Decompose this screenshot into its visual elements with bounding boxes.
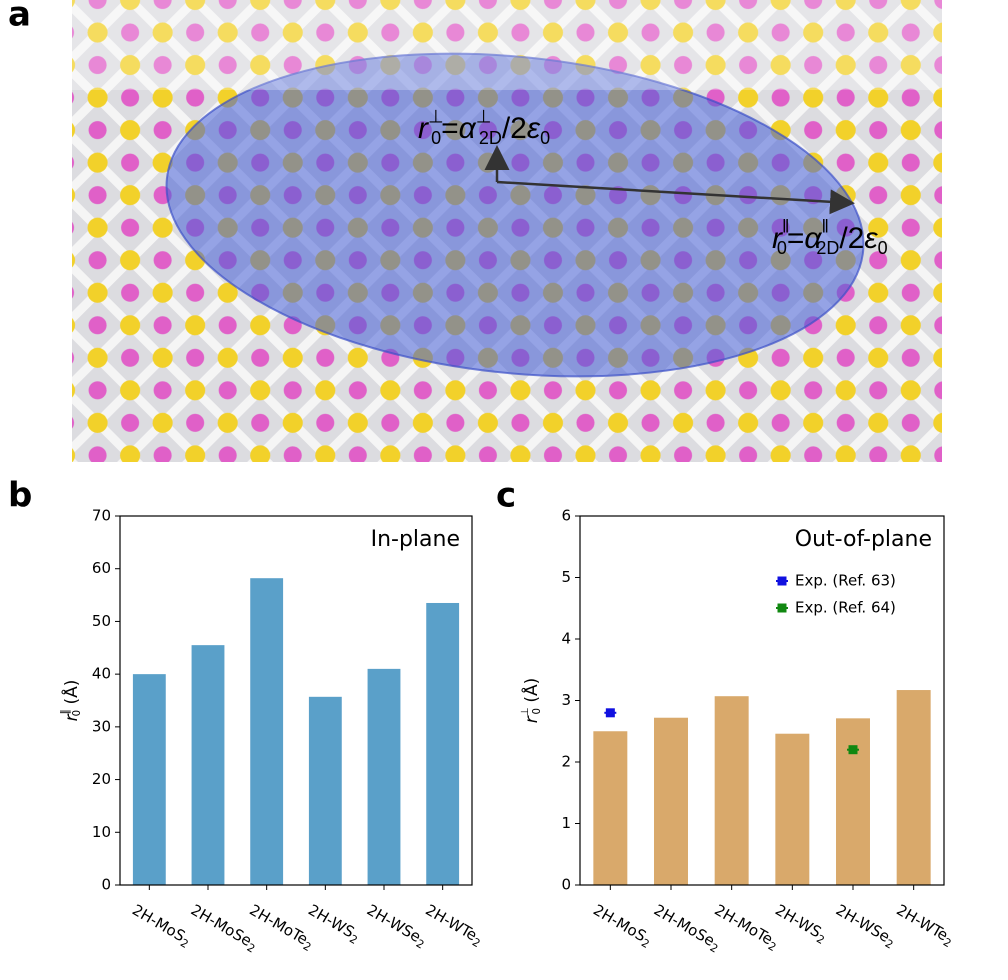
text-part: (Å): [60, 680, 82, 710]
y-tick-label: 5: [561, 568, 571, 586]
y-tick-label: 30: [92, 717, 111, 735]
annotation: Out-of-plane: [795, 527, 932, 552]
y-tick-label: 70: [92, 507, 111, 525]
x-tick-label: 2H-MoSe2: [650, 901, 724, 956]
text-part: 0: [540, 128, 550, 148]
subscript: 2: [347, 932, 360, 947]
subscript: 2: [178, 936, 191, 951]
text-part: 0: [878, 238, 888, 258]
bar: [426, 603, 459, 885]
text-part: /2: [839, 222, 864, 255]
x-tick-label: 2H-WTe2: [421, 901, 486, 950]
y-tick-label: 10: [92, 823, 111, 841]
bar: [250, 578, 283, 885]
subscript: 2: [708, 941, 721, 956]
x-tick-label: 2H-WS2: [304, 901, 364, 947]
y-tick-label: 3: [561, 691, 571, 709]
subscript: 2: [470, 935, 483, 950]
y-axis-label: r‖0 (Å): [60, 680, 83, 722]
text-part: 2D: [816, 238, 839, 258]
legend-marker: [778, 577, 787, 586]
y-tick-label: 4: [561, 630, 571, 648]
bar: [654, 718, 688, 885]
subscript: 2: [814, 932, 827, 947]
formula-perp: r⊥0=α⊥2D/2ε0: [418, 106, 550, 148]
bar: [593, 731, 627, 885]
text-part: α: [459, 112, 477, 145]
bar: [897, 690, 931, 885]
annotation: In-plane: [371, 527, 460, 552]
subscript: 2: [245, 941, 258, 956]
text-part: /2: [502, 112, 527, 145]
y-tick-label: 40: [92, 665, 111, 683]
panel-label: c: [496, 476, 516, 516]
y-tick-label: 2: [561, 753, 571, 771]
bar: [192, 645, 225, 885]
bar: [309, 697, 342, 885]
text-part: 0: [777, 238, 787, 258]
x-tick-label: 2H-WSe2: [832, 901, 900, 952]
text-part: ‖: [821, 216, 828, 236]
bar: [368, 669, 401, 885]
y-tick-label: 1: [561, 814, 571, 832]
figure: r⊥0=α⊥2D/2ε0 r‖0=α‖2D/2ε0 a b c 01020304…: [0, 0, 1008, 980]
subscript: 2: [639, 936, 652, 951]
subscript: 2: [414, 937, 427, 952]
text-part: ⊥: [476, 106, 492, 126]
y-tick-label: 20: [92, 770, 111, 788]
exp-point: [849, 745, 858, 754]
text-part: =: [441, 112, 459, 145]
x-tick-label: 2H-WTe2: [892, 901, 957, 950]
subscript: 2: [941, 935, 954, 950]
y-tick-label: 6: [561, 507, 571, 525]
panel-label: b: [8, 476, 32, 516]
bar: [836, 718, 870, 885]
text-part: 2D: [479, 128, 502, 148]
text-part: =: [787, 222, 805, 255]
subscript: 2: [883, 937, 896, 952]
y-tick-label: 0: [561, 876, 571, 894]
panel-label: a: [8, 0, 31, 35]
y-tick-label: 60: [92, 559, 111, 577]
plot-frame: [120, 516, 472, 885]
bar: [715, 696, 749, 885]
text-part: 0: [431, 128, 441, 148]
y-tick-label: 50: [92, 612, 111, 630]
bar: [133, 674, 166, 885]
legend-label: Exp. (Ref. 63): [795, 572, 896, 590]
bar: [775, 734, 809, 885]
legend-marker: [778, 604, 787, 613]
subscript: 2: [301, 939, 314, 954]
legend-label: Exp. (Ref. 64): [795, 599, 896, 617]
text-part: ε: [527, 112, 541, 145]
exp-point: [606, 708, 615, 717]
x-tick-label: 2H-MoS2: [128, 901, 194, 951]
text-part: (Å): [520, 678, 542, 708]
x-tick-label: 2H-MoS2: [589, 901, 655, 951]
x-tick-label: 2H-WSe2: [363, 901, 431, 952]
x-tick-label: 2H-MoTe2: [710, 901, 782, 954]
text-part: ε: [864, 222, 878, 255]
y-axis-label: r⊥0 (Å): [520, 678, 543, 724]
y-tick-label: 0: [101, 876, 111, 894]
subscript: 2: [766, 939, 779, 954]
x-tick-label: 2H-WS2: [771, 901, 831, 947]
